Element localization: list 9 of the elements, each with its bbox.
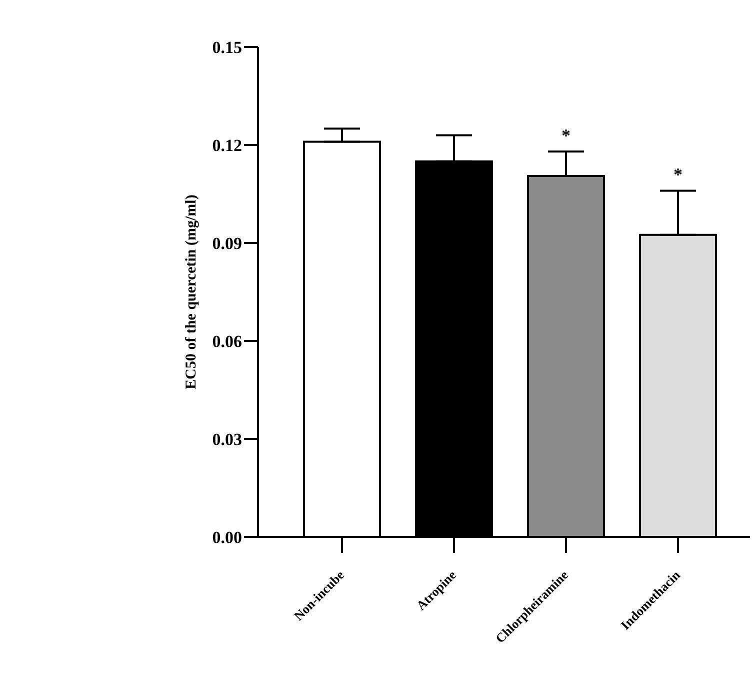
data-label: * xyxy=(674,164,682,185)
y-tick-label: 0.12 xyxy=(212,136,242,156)
y-tick-label: 0.15 xyxy=(212,38,242,58)
y-tick-label: 0.00 xyxy=(212,528,242,548)
y-tick-label: 0.03 xyxy=(212,430,242,450)
y-tick-label: 0.09 xyxy=(212,234,242,254)
data-label: * xyxy=(562,126,570,146)
y-tick-label: 0.06 xyxy=(212,332,242,352)
y-axis-title: EC50 of the quercetin (mg/ml) xyxy=(183,194,200,390)
